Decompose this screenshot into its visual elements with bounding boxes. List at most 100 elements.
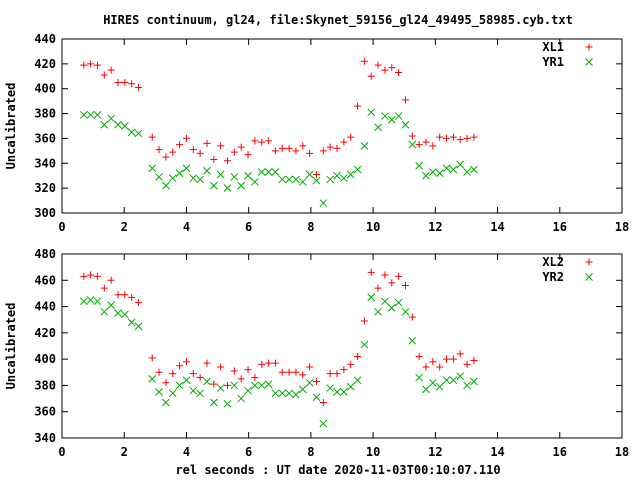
data-point [408, 132, 416, 140]
data-point [79, 297, 88, 306]
legend-marker [585, 58, 593, 66]
data-point [196, 374, 204, 382]
data-point [306, 363, 314, 371]
data-point [415, 353, 423, 361]
y-tick-label: 360 [34, 131, 56, 145]
data-point [216, 384, 225, 392]
data-point [354, 102, 362, 110]
data-point [346, 170, 355, 179]
data-point [388, 279, 396, 287]
data-point [449, 355, 457, 363]
data-point [224, 157, 232, 165]
series-YR2 [79, 293, 478, 428]
data-point [217, 363, 225, 371]
data-point [265, 359, 273, 367]
data-point [196, 175, 204, 184]
data-point [408, 313, 416, 321]
data-point [395, 272, 403, 280]
data-point [470, 377, 478, 386]
data-point [169, 148, 177, 156]
data-point [312, 393, 321, 402]
data-point [114, 79, 122, 86]
data-point [162, 181, 170, 190]
data-point [79, 110, 88, 119]
data-point [333, 171, 341, 180]
data-point [237, 375, 245, 383]
data-point [155, 388, 163, 396]
data-point [333, 144, 341, 152]
chart-panel-2: 0 2 4 6 8 10 12 14 16 18 340 360 380 400 420 440 460 480 U… [4, 247, 629, 459]
data-point [456, 160, 465, 169]
data-point [443, 355, 451, 363]
data-point [278, 389, 287, 398]
legend-label: XL1 [542, 40, 564, 54]
series-XL1 [80, 57, 478, 178]
x-tick-label: 8 [307, 220, 314, 234]
y-tick-label: 460 [34, 273, 56, 287]
data-point [121, 291, 129, 299]
y-axis-label: Uncalibrated [4, 303, 18, 390]
data-point [237, 143, 245, 151]
data-point [196, 389, 204, 398]
data-point [319, 419, 328, 428]
data-point [470, 133, 478, 141]
data-point [299, 142, 307, 150]
legend-marker [585, 258, 593, 266]
data-point [340, 174, 348, 183]
data-point [265, 137, 273, 145]
data-point [374, 284, 382, 292]
data-point [162, 398, 170, 407]
y-tick-label: 400 [34, 352, 56, 366]
data-point [182, 358, 190, 366]
data-point [340, 388, 348, 396]
data-point [216, 170, 225, 179]
data-point [299, 371, 307, 379]
data-point [387, 115, 396, 124]
data-point [443, 134, 451, 142]
data-point [463, 134, 471, 142]
data-point [312, 176, 321, 185]
y-tick-label: 340 [34, 431, 56, 445]
data-point [127, 128, 136, 137]
chart-title: HIRES continuum, gl24, file:Skynet_59156… [103, 13, 573, 28]
data-point [340, 138, 348, 146]
data-point [347, 360, 355, 368]
data-point [93, 110, 102, 119]
data-point [258, 360, 266, 368]
data-point [100, 71, 108, 79]
x-tick-label: 2 [121, 445, 128, 459]
data-point [244, 386, 252, 395]
data-point [429, 358, 437, 366]
data-point [203, 166, 211, 175]
data-point [333, 388, 341, 396]
data-point [134, 322, 143, 331]
data-point [428, 378, 437, 387]
data-point [381, 297, 389, 306]
data-point [148, 354, 156, 362]
data-point [456, 372, 465, 381]
data-point [463, 168, 471, 176]
data-point [230, 148, 238, 156]
data-point [415, 161, 424, 170]
data-point [210, 156, 218, 164]
data-point [169, 370, 177, 378]
data-point [367, 293, 376, 302]
data-point [360, 317, 368, 325]
data-point [367, 72, 375, 80]
data-point [87, 271, 95, 279]
data-point [394, 112, 403, 120]
data-point [436, 363, 444, 371]
data-point [367, 108, 376, 117]
data-point [422, 171, 430, 180]
x-tick-label: 8 [307, 445, 314, 459]
y-tick-label: 400 [34, 82, 56, 96]
legend-marker [585, 43, 593, 51]
data-point [401, 120, 410, 129]
x-axis-label: rel seconds : UT date 2020-11-03T00:10:0… [175, 463, 500, 477]
data-point [388, 64, 396, 72]
data-point [121, 79, 129, 86]
data-point [100, 307, 109, 316]
data-point [148, 164, 157, 173]
data-point [463, 381, 471, 390]
data-point [209, 398, 218, 407]
